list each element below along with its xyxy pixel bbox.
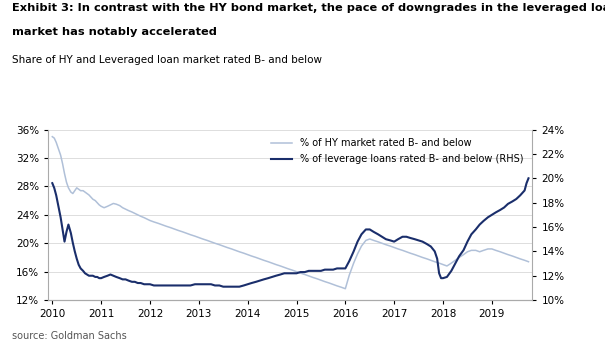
% of leverage loans rated B- and below (RHS) (175, 283, 182, 287)
Line: % of leverage loans rated B- and below (RHS): % of leverage loans rated B- and below (… (52, 178, 529, 287)
Text: Share of HY and Leveraged loan market rated B- and below: Share of HY and Leveraged loan market ra… (12, 55, 322, 64)
% of leverage loans rated B- and below (RHS) (220, 285, 227, 289)
% of leverage loans rated B- and below (RHS) (330, 268, 337, 272)
% of leverage loans rated B- and below (RHS) (232, 285, 239, 289)
Text: Exhibit 3: In contrast with the HY bond market, the pace of downgrades in the le: Exhibit 3: In contrast with the HY bond … (12, 3, 605, 13)
% of HY market rated B- and below (492, 248, 499, 252)
% of leverage loans rated B- and below (RHS) (48, 181, 56, 185)
Legend: % of HY market rated B- and below, % of leverage loans rated B- and below (RHS): % of HY market rated B- and below, % of … (267, 134, 528, 168)
% of leverage loans rated B- and below (RHS) (525, 176, 532, 180)
% of HY market rated B- and below (48, 135, 56, 139)
Text: source: Goldman Sachs: source: Goldman Sachs (12, 331, 127, 341)
% of leverage loans rated B- and below (RHS) (87, 274, 94, 278)
% of HY market rated B- and below (125, 208, 132, 213)
% of HY market rated B- and below (63, 180, 70, 184)
% of HY market rated B- and below (342, 287, 349, 291)
% of leverage loans rated B- and below (RHS) (187, 283, 194, 287)
% of HY market rated B- and below (497, 250, 504, 254)
Line: % of HY market rated B- and below: % of HY market rated B- and below (52, 137, 529, 289)
% of HY market rated B- and below (525, 260, 532, 264)
% of HY market rated B- and below (113, 202, 120, 206)
% of leverage loans rated B- and below (RHS) (415, 238, 422, 242)
% of HY market rated B- and below (191, 234, 198, 238)
Text: market has notably accelerated: market has notably accelerated (12, 27, 217, 37)
